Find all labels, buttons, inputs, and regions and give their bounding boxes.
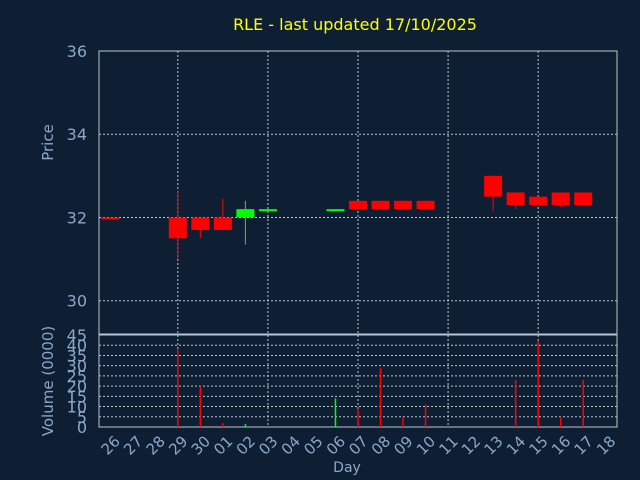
price-tick-label: 32 <box>67 208 87 227</box>
x-axis-label: Day <box>333 460 361 476</box>
candle-body <box>551 192 570 205</box>
volume-bar <box>559 416 562 427</box>
volume-bar <box>582 379 584 427</box>
candle-body <box>416 200 435 210</box>
x-axis-ticks: 2627282930010203040506070809101112131415… <box>98 432 620 458</box>
price-axis-label: Price <box>39 124 57 161</box>
candle-body <box>191 217 210 230</box>
volume-tick-label: 45 <box>67 326 87 345</box>
x-tick-label: 18 <box>593 432 619 458</box>
candle-body <box>101 217 120 220</box>
candle-body <box>213 217 232 230</box>
candle-body <box>394 200 413 210</box>
volume-bar <box>537 341 539 427</box>
candle-body <box>574 192 593 205</box>
volume-tick-label: 20 <box>67 377 87 396</box>
candle-body <box>258 209 277 212</box>
price-grid <box>99 50 617 334</box>
candle-body <box>484 175 503 197</box>
volume-tick-label: 0 <box>77 418 87 437</box>
volume-bar <box>514 379 517 427</box>
volume-bar <box>222 422 224 427</box>
candle-body <box>349 200 367 210</box>
chart-title: RLE - last updated 17/10/2025 <box>233 15 477 34</box>
volume-bar <box>379 367 382 427</box>
volume-tick-label: 10 <box>67 398 87 417</box>
price-tick-label: 34 <box>67 125 87 144</box>
volume-tick-label: 30 <box>67 357 87 376</box>
candle-body <box>506 192 525 205</box>
candles <box>101 175 593 260</box>
price-y-ticks: 30 32 34 36 <box>67 42 87 311</box>
candle-body <box>236 209 255 218</box>
volume-bar <box>334 398 337 427</box>
price-panel: 30 32 34 36 Price <box>39 42 618 335</box>
volume-bars <box>177 341 584 427</box>
volume-tick-label: 35 <box>67 346 87 365</box>
price-tick-label: 30 <box>67 292 87 311</box>
volume-tick-label: 5 <box>77 408 87 427</box>
volume-bar <box>357 408 359 427</box>
volume-tick-label: 15 <box>67 387 87 406</box>
volume-bar <box>424 404 427 427</box>
candle-body <box>371 200 390 210</box>
volume-axis-label: Volume (0000) <box>39 326 57 436</box>
volume-bar <box>177 349 179 427</box>
volume-bar <box>244 423 247 427</box>
candle-body <box>529 196 548 205</box>
candle-body <box>168 217 187 239</box>
volume-tick-label: 25 <box>67 367 87 386</box>
volume-bar <box>199 386 202 427</box>
volume-bar <box>402 416 404 427</box>
price-tick-label: 36 <box>67 42 87 61</box>
volume-tick-label: 40 <box>67 336 87 355</box>
candle-body <box>326 209 345 212</box>
